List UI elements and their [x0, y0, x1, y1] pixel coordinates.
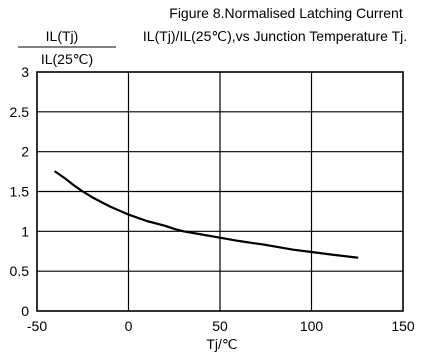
- x-tick-label: -50: [27, 318, 47, 334]
- y-tick-label: 0.5: [10, 263, 30, 279]
- y-tick-label: 2.5: [10, 104, 30, 120]
- y-tick-label: 1: [21, 223, 29, 239]
- series-line: [54, 170, 359, 259]
- x-tick-label: 150: [391, 318, 415, 334]
- y-tick-label: 3: [21, 64, 29, 80]
- ylabel-denominator: IL(25℃): [41, 51, 93, 67]
- chart-title: Figure 8.Normalised Latching Current: [169, 5, 403, 21]
- x-tick-labels: -50 0 50 100 150: [27, 318, 415, 334]
- grid: [37, 72, 403, 311]
- ylabel-numerator: IL(Tj): [46, 28, 79, 44]
- x-tick-label: 100: [300, 318, 324, 334]
- x-tick-label: 0: [125, 318, 133, 334]
- chart-subtitle: IL(Tj)/IL(25℃),vs Junction Temperature T…: [143, 28, 407, 44]
- y-tick-label: 2: [21, 144, 29, 160]
- x-axis-label: Tj/℃: [206, 336, 237, 352]
- y-tick-label: 0: [21, 303, 29, 319]
- x-tick-label: 50: [212, 318, 228, 334]
- y-tick-label: 1.5: [10, 184, 30, 200]
- y-tick-labels: 0 0.5 1 1.5 2 2.5 3: [10, 64, 30, 319]
